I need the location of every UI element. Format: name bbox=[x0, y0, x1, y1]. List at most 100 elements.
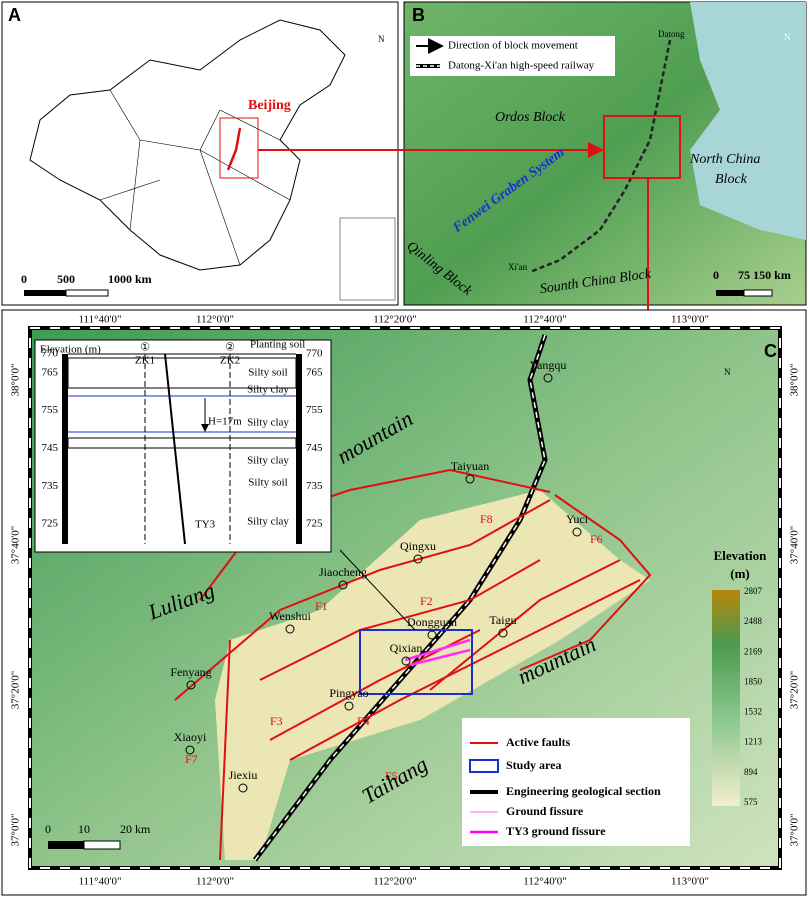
y-tick-label: 765 bbox=[42, 366, 59, 378]
lat-label: 38°0'0" bbox=[789, 364, 801, 397]
panel-label: B bbox=[412, 5, 425, 25]
lat-label: 37°40'0" bbox=[789, 526, 801, 564]
legend-text: Datong-Xi'an high-speed railway bbox=[448, 60, 595, 72]
borehole-num: ① bbox=[140, 342, 150, 354]
city: Beijing bbox=[248, 98, 291, 113]
legend-text: Direction of block movement bbox=[448, 40, 578, 52]
scale-label: 150 km bbox=[753, 268, 791, 282]
place: Yangqu bbox=[530, 358, 567, 372]
colorbar-tick: 2807 bbox=[744, 586, 763, 596]
fault-label: F7 bbox=[185, 752, 198, 766]
place-marker bbox=[401, 656, 411, 666]
layer-name: Silty clay bbox=[247, 516, 289, 528]
location-box bbox=[219, 117, 259, 179]
scale-label: 20 km bbox=[120, 822, 151, 836]
scale-label: 10 bbox=[78, 822, 90, 836]
lon-label: 112°40'0" bbox=[523, 876, 566, 888]
y-tick-label: 755 bbox=[306, 404, 323, 416]
legend-box bbox=[410, 36, 615, 76]
place-marker bbox=[238, 783, 248, 793]
block-name: Ordos Block bbox=[495, 110, 566, 125]
layer-name: Silty clay bbox=[247, 455, 289, 467]
north: N bbox=[784, 32, 791, 42]
faults bbox=[174, 468, 652, 861]
y-tick-label: 725 bbox=[306, 518, 323, 530]
place: Qixian bbox=[390, 641, 423, 655]
place-marker bbox=[498, 628, 508, 638]
lon-label: 112°40'0" bbox=[523, 314, 566, 326]
lat-label: 37°40'0" bbox=[10, 526, 22, 564]
place-marker bbox=[427, 630, 437, 640]
legend-text: Study area bbox=[506, 758, 561, 772]
map-frame-dash bbox=[29, 327, 781, 869]
lon-label: 111°40'0" bbox=[78, 876, 121, 888]
colorbar-tick: 1213 bbox=[744, 737, 763, 747]
fault-label: F1 bbox=[315, 599, 328, 613]
colorbar-tick: 2169 bbox=[744, 646, 763, 656]
scale-label: 500 bbox=[57, 272, 75, 286]
lat-label: 37°20'0" bbox=[10, 671, 22, 709]
place: Pingyao bbox=[329, 686, 368, 700]
borehole-num: ② bbox=[225, 342, 235, 354]
scale-label: 0 bbox=[45, 822, 51, 836]
place-marker bbox=[186, 680, 196, 690]
scale-bar bbox=[48, 841, 84, 849]
place-marker bbox=[285, 624, 295, 634]
colorbar-tick: 1850 bbox=[744, 677, 763, 687]
railway bbox=[529, 39, 672, 274]
north: N bbox=[724, 367, 731, 377]
y-tick-label: 735 bbox=[306, 480, 323, 492]
block-name: Block bbox=[715, 172, 748, 187]
borehole-name: ZK1 bbox=[135, 355, 155, 367]
fault-label: F3 bbox=[270, 714, 283, 728]
lat-label: 37°0'0" bbox=[789, 814, 801, 847]
panel-label: C bbox=[764, 341, 777, 361]
railway-red bbox=[226, 127, 242, 171]
lon-label: 112°20'0" bbox=[373, 876, 416, 888]
legend-text: Active faults bbox=[506, 735, 571, 749]
y-tick-label: 745 bbox=[42, 442, 59, 454]
borehole-name: ZK2 bbox=[220, 355, 240, 367]
legend-box bbox=[462, 718, 690, 846]
place-marker bbox=[413, 554, 423, 564]
legend-text: TY3 ground fissure bbox=[506, 824, 606, 838]
place-marker bbox=[344, 701, 354, 711]
y-tick-label: 770 bbox=[306, 348, 323, 360]
y-tick-label: 765 bbox=[306, 366, 323, 378]
legend-text: Engineering geological section bbox=[506, 784, 661, 798]
place-marker bbox=[465, 474, 475, 484]
place: Jiexiu bbox=[229, 768, 258, 782]
layer bbox=[67, 437, 297, 449]
scale-label: 0 bbox=[713, 268, 719, 282]
place: Jiaocheng bbox=[319, 565, 367, 579]
colorbar-title: Elevation bbox=[714, 548, 767, 563]
scale-bar bbox=[83, 840, 121, 850]
scale-label: 0 bbox=[21, 272, 27, 286]
fault-label: F4 bbox=[357, 714, 370, 728]
layer bbox=[67, 357, 297, 389]
study-box bbox=[603, 115, 681, 179]
scale-label: 1000 km bbox=[108, 272, 152, 286]
depth-bar bbox=[296, 354, 302, 544]
y-tick-label: 770 bbox=[42, 348, 59, 360]
y-tick-label: 725 bbox=[42, 518, 59, 530]
layer-name: Silty soil bbox=[248, 367, 287, 379]
lat-label: 37°0'0" bbox=[10, 814, 22, 847]
y-tick-label: 745 bbox=[306, 442, 323, 454]
place-marker bbox=[185, 745, 195, 755]
fault-label: F2 bbox=[420, 594, 433, 608]
layer-name: Planting soil bbox=[250, 339, 305, 351]
section-fault bbox=[164, 353, 186, 545]
province-borders bbox=[99, 89, 291, 266]
colorbar-tick: 894 bbox=[744, 767, 758, 777]
place: Fenyang bbox=[170, 665, 211, 679]
fault-label: F8 bbox=[480, 512, 493, 526]
lon-label: 112°0'0" bbox=[196, 314, 234, 326]
study-area bbox=[359, 629, 473, 695]
colorbar-unit: (m) bbox=[730, 566, 750, 581]
colorbar-tick: 575 bbox=[744, 797, 758, 807]
place: Yuci bbox=[566, 512, 589, 526]
scale-bar bbox=[716, 290, 744, 296]
place: Datong bbox=[658, 29, 685, 39]
